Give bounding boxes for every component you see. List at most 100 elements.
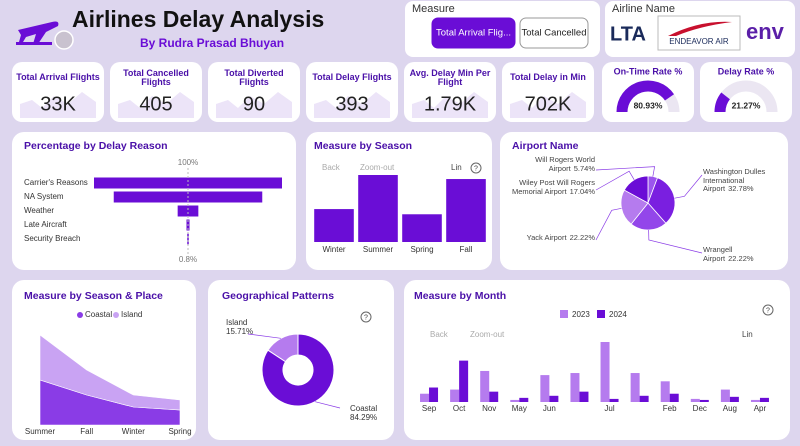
- bar: [579, 391, 589, 402]
- leader-line: [674, 174, 703, 199]
- slice-label-part: 22.22%: [569, 234, 595, 242]
- gauge-title: Delay Rate %: [718, 66, 775, 76]
- kpi-label: Total Delay Flights: [312, 72, 391, 82]
- gauge-value: 21.27%: [732, 100, 761, 110]
- pie-slice: [630, 202, 667, 231]
- bar: [729, 396, 739, 402]
- toolbar-back[interactable]: Back: [430, 330, 449, 339]
- slice-label-part: Will Rogers World Airport: [535, 156, 595, 173]
- category-label: Weather: [24, 206, 54, 215]
- airline-logo-box[interactable]: [657, 15, 741, 51]
- toolbar-scale[interactable]: Lin: [451, 163, 462, 172]
- slice-label-part: 84.29%: [350, 413, 378, 423]
- x-tick-label: Aug: [723, 404, 737, 413]
- author-photo: [54, 30, 74, 50]
- category-label: Late Aircraft: [24, 220, 67, 229]
- kpi-label-text: Total Delay in Min: [506, 65, 590, 91]
- airline-logo[interactable]: env: [746, 19, 785, 44]
- bar: [519, 397, 529, 402]
- help-icon: [360, 311, 372, 323]
- slicer-button[interactable]: [431, 17, 516, 49]
- bar: [549, 395, 559, 402]
- category-label: Security Breach: [24, 234, 80, 243]
- kpi-label-part: Avg. Delay Min Per Flight: [409, 67, 491, 87]
- leader-line: [595, 170, 635, 191]
- toolbar-zoom[interactable]: Zoom-out: [470, 330, 505, 339]
- gauge-fill: [714, 92, 731, 113]
- slicer-button[interactable]: [519, 17, 589, 49]
- kpi-value: 1.79K: [424, 93, 477, 115]
- leader-line: [314, 401, 341, 409]
- leader-line: [247, 333, 281, 339]
- toolbar-zoom[interactable]: Zoom-out: [360, 163, 395, 172]
- bar: [540, 375, 550, 402]
- kpi-label: Total Arrival Flights: [16, 65, 100, 91]
- x-tick-label: May: [512, 404, 527, 413]
- card: [404, 280, 790, 440]
- x-tick-label: Sep: [422, 404, 437, 413]
- slice-label-text: Yack Airport 22.22%: [510, 234, 595, 264]
- bar: [480, 370, 490, 402]
- slice-label-part: 22.22%: [728, 253, 754, 263]
- slicer-title: Airline Name: [612, 3, 675, 15]
- bar: [600, 342, 610, 402]
- legend-swatch: [77, 312, 83, 318]
- bar: [759, 397, 769, 402]
- legend-label: Island: [121, 310, 142, 319]
- chart-title: Measure by Month: [414, 290, 506, 302]
- kpi-value: 90: [243, 93, 265, 115]
- donut-slice: [261, 333, 335, 407]
- x-tick-label: Oct: [453, 404, 466, 413]
- legend-swatch: [560, 310, 568, 318]
- legend-swatch: [113, 312, 119, 318]
- x-tick-label: Apr: [754, 404, 767, 413]
- kpi-sparkline: [510, 92, 586, 118]
- plane-icon: [18, 21, 59, 44]
- slice-label-part: Washington Dulles International Airport: [703, 168, 766, 194]
- gauge-value: 80.93%: [634, 100, 663, 110]
- x-tick-label: Dec: [693, 404, 707, 413]
- kpi-label-text: Total Cancelled Flights: [114, 65, 198, 91]
- gauge-title: On-Time Rate %: [614, 66, 683, 76]
- category-label: NA System: [24, 192, 64, 201]
- help-text[interactable]: ?: [364, 314, 368, 321]
- x-tick-label: Summer: [25, 427, 56, 436]
- bar: [609, 398, 619, 402]
- kpi-label-part: Total Delay in Min: [510, 72, 586, 83]
- toolbar-back[interactable]: Back: [322, 163, 341, 172]
- slice-label-part: 5.74%: [573, 163, 595, 173]
- x-tick-label: Spring: [168, 427, 191, 436]
- help-text[interactable]: ?: [766, 307, 770, 314]
- x-tick-label: Winter: [322, 245, 345, 254]
- help-text[interactable]: ?: [474, 165, 478, 172]
- slice-label-part: 32.78%: [728, 184, 754, 194]
- kpi-sparkline: [20, 92, 96, 118]
- legend-label: 2024: [609, 310, 627, 319]
- x-tick-label: Fall: [460, 245, 473, 254]
- help-icon: [762, 304, 774, 316]
- pie-slice: [647, 177, 676, 224]
- bar: [402, 214, 442, 242]
- chart-title: Measure by Season & Place: [24, 290, 163, 302]
- kpi-label-text: Total Arrival Flights: [16, 65, 100, 91]
- kpi-label-text: Total Diverted Flights: [212, 65, 296, 91]
- kpi-label: Total Cancelled Flights: [114, 65, 198, 91]
- kpi-label-part: Total Cancelled Flights: [123, 67, 189, 87]
- gauge-fill: [616, 80, 675, 113]
- toolbar-scale[interactable]: Lin: [742, 330, 753, 339]
- bar: [750, 399, 760, 402]
- bar: [314, 209, 354, 242]
- x-tick-label: Jun: [543, 404, 556, 413]
- help-icon: [470, 162, 482, 174]
- airline-logo[interactable]: LTA: [610, 23, 646, 45]
- chart-title: Measure by Season: [314, 140, 412, 152]
- kpi-value: 405: [139, 93, 172, 115]
- kpi-sparkline: [412, 92, 488, 118]
- bar: [510, 399, 520, 402]
- slice-label-part: Yack Airport: [526, 234, 567, 242]
- slice-label: Will Rogers World Airport 5.74%: [535, 156, 595, 173]
- x-tick-label: Summer: [363, 245, 394, 254]
- slicer-title: Measure: [412, 3, 455, 15]
- slice-label-part: Wrangell Airport: [703, 246, 733, 263]
